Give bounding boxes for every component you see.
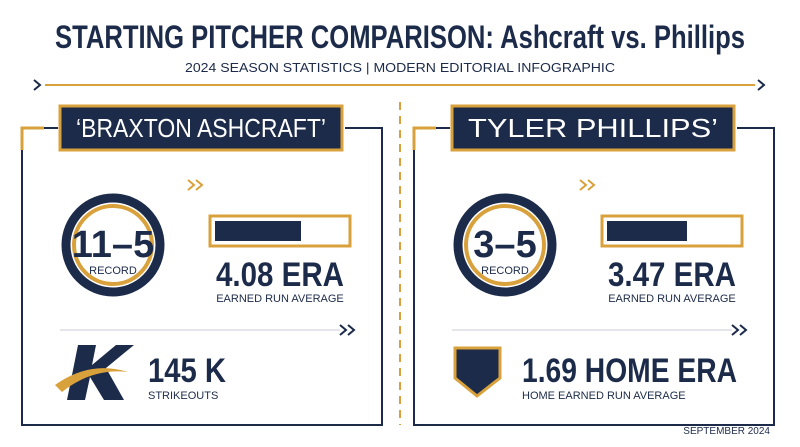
frame-corner <box>20 126 44 150</box>
era-label: EARNED RUN AVERAGE <box>216 293 344 305</box>
chevrons <box>339 324 356 336</box>
era-bar-fill <box>215 221 301 241</box>
era-value: 3.47 ERA <box>608 256 736 294</box>
record-value: 11–5 <box>72 224 154 266</box>
record-label: RECORD <box>481 265 529 277</box>
stat-label: HOME EARNED RUN AVERAGE <box>522 390 686 402</box>
name-banner <box>450 104 736 152</box>
chevrons <box>579 179 596 191</box>
era-bar-fill <box>607 221 687 241</box>
player-name: TYLER PHILLIPS’ <box>468 113 718 143</box>
chevrons <box>187 179 204 191</box>
name-banner <box>58 104 344 152</box>
record-ring-inner <box>464 204 546 286</box>
stat-value: 145 K <box>148 352 226 390</box>
record-ring-inner <box>72 204 154 286</box>
title: STARTING PITCHER COMPARISON: Ashcraft vs… <box>55 19 745 55</box>
player-name: ‘BRAXTON ASHCRAFT’ <box>76 113 326 143</box>
record-ring <box>61 193 165 297</box>
home-plate-inner <box>461 354 494 388</box>
frame-corner <box>412 126 436 150</box>
header-rule <box>33 79 766 91</box>
era-value: 4.08 ERA <box>216 256 344 294</box>
stat-value: 1.69 HOME ERA <box>522 352 737 390</box>
subtitle: 2024 SEASON STATISTICS | MODERN EDITORIA… <box>185 60 615 75</box>
record-ring <box>453 193 557 297</box>
k-swoosh <box>55 368 128 392</box>
record-label: RECORD <box>89 265 137 277</box>
chevrons <box>731 324 748 336</box>
record-value: 3–5 <box>473 224 536 266</box>
footer-date: SEPTEMBER 2024 <box>683 426 770 437</box>
era-label: EARNED RUN AVERAGE <box>608 293 736 305</box>
stat-label: STRIKEOUTS <box>148 390 218 402</box>
